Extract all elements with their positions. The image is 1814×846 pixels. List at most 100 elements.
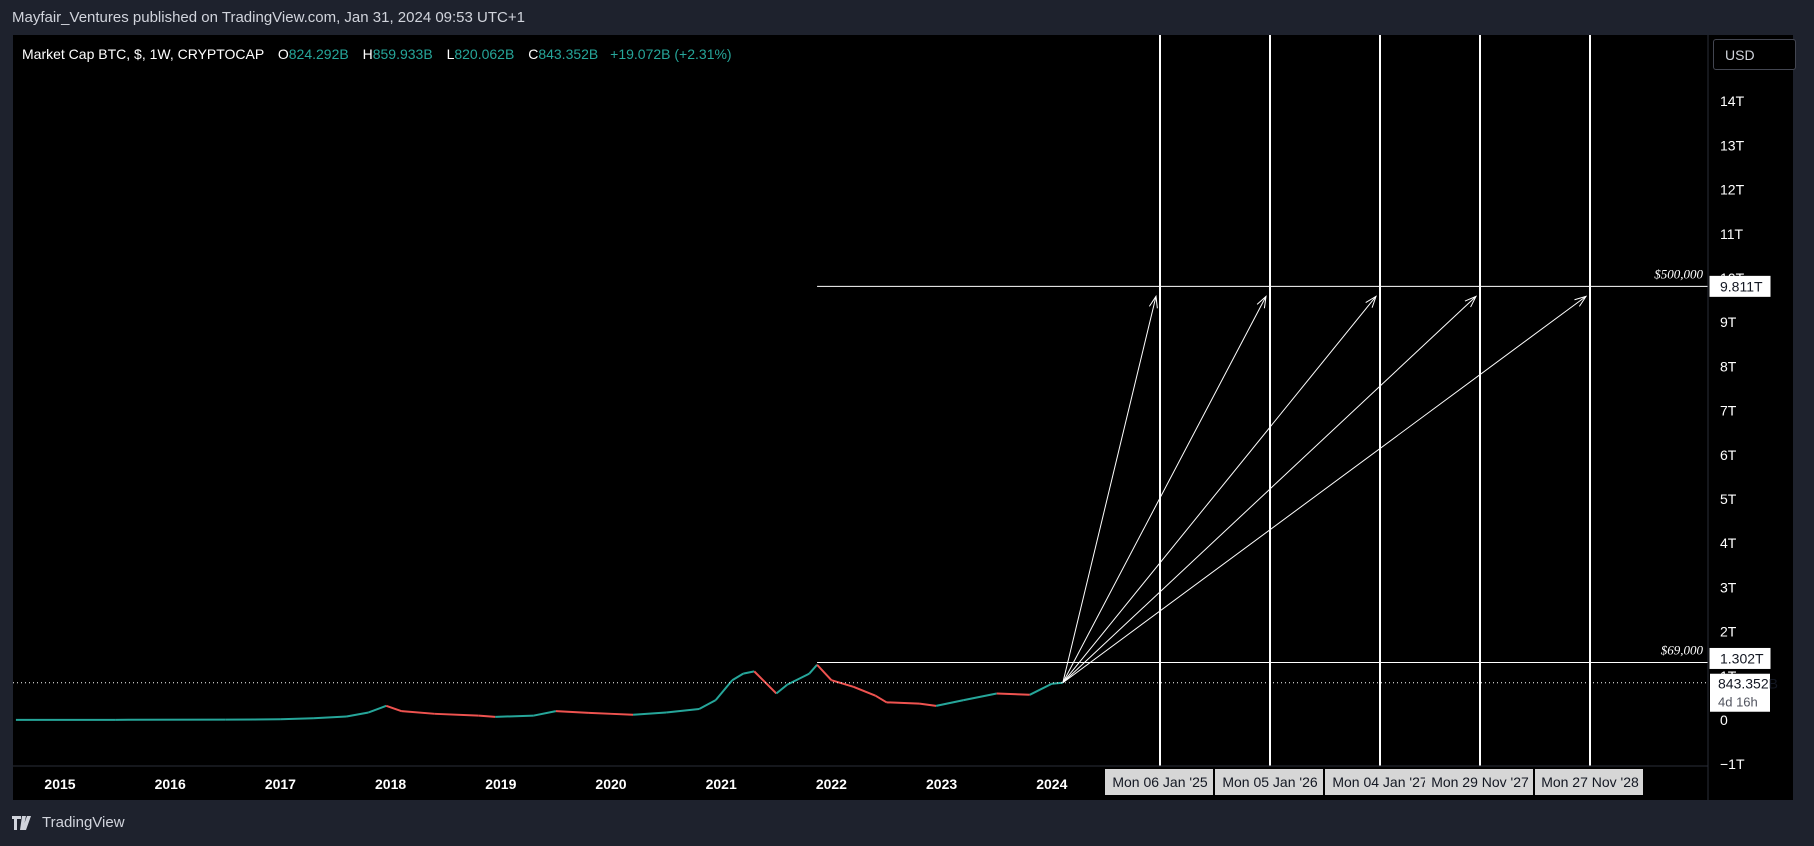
projection-arrowhead — [1365, 295, 1377, 308]
price-segment — [786, 672, 810, 686]
price-segment — [401, 710, 435, 715]
x-tick-label: 2019 — [485, 776, 516, 792]
legend-low: 820.062B — [454, 46, 515, 62]
currency-button[interactable]: USD — [1713, 39, 1796, 70]
price-segment — [886, 701, 920, 705]
legend-high-label: H — [362, 46, 373, 62]
tradingview-brand: TradingView — [42, 814, 125, 831]
chart-legend: Market Cap BTC, $, 1W, CRYPTOCAP O824.29… — [22, 46, 732, 62]
price-segment — [775, 683, 788, 695]
projection-date-label: Mon 05 Jan '26 — [1222, 774, 1318, 790]
axes: −1T01T2T3T4T5T6T7T8T9T10T11T12T13T14T201… — [13, 35, 1778, 800]
legend-open-label: O — [277, 46, 289, 62]
price-segment — [698, 699, 717, 710]
price-segment — [280, 717, 314, 721]
projection-arrow — [1062, 295, 1587, 684]
price-segment — [385, 704, 402, 713]
x-tick-label: 2016 — [155, 776, 186, 792]
ath-price-note: $69,000 — [1661, 642, 1704, 657]
y-tick-label: 6T — [1720, 447, 1737, 463]
legend-close-label: C — [528, 46, 539, 62]
legend-symbol: Market Cap BTC, $, 1W, CRYPTOCAP — [22, 46, 264, 62]
y-tick-label: 13T — [1720, 137, 1745, 153]
last-price-label: 843.352B — [1718, 676, 1778, 692]
price-segment — [588, 711, 612, 715]
price-segment — [533, 710, 557, 717]
y-tick-label: 0 — [1720, 712, 1728, 728]
y-tick-label: 2T — [1720, 624, 1737, 640]
price-segment — [831, 679, 854, 688]
price-segment — [1051, 681, 1063, 685]
price-segment — [816, 664, 833, 681]
price-segment — [808, 664, 818, 675]
legend-low-label: L — [446, 46, 455, 62]
x-tick-label: 2020 — [595, 776, 626, 792]
projection-arrowhead — [1256, 295, 1267, 309]
projection-arrowhead — [1574, 295, 1588, 307]
projection-date-box — [1105, 769, 1213, 795]
projection-date-label: Mon 04 Jan '27 — [1332, 774, 1428, 790]
projection-date-box — [1325, 769, 1433, 795]
price-segment — [935, 699, 964, 707]
y-tick-label: 8T — [1720, 358, 1737, 374]
x-tick-label: 2024 — [1036, 776, 1067, 792]
x-tick-label: 2017 — [265, 776, 296, 792]
legend-open: 824.292B — [288, 46, 349, 62]
projection-date-label: Mon 27 Nov '28 — [1541, 774, 1639, 790]
y-tick-label: 4T — [1720, 535, 1737, 551]
projection-arrowhead — [1464, 295, 1478, 308]
legend-high: 859.933B — [372, 46, 433, 62]
target-level-label-box — [1709, 275, 1771, 297]
price-segment — [368, 704, 387, 714]
price-segment — [434, 712, 479, 717]
publish-line: Mayfair_Ventures published on TradingVie… — [12, 9, 525, 26]
price-segment — [743, 670, 755, 675]
chart-frame[interactable] — [13, 35, 1793, 800]
tradingview-logo[interactable]: TradingView — [12, 814, 125, 831]
x-tick-label: 2023 — [926, 776, 957, 792]
y-tick-label: 11T — [1720, 226, 1744, 242]
projection-arrow — [1062, 296, 1267, 683]
y-tick-label: 3T — [1720, 579, 1737, 595]
projection-arrow — [1062, 296, 1377, 684]
y-tick-label: 14T — [1720, 93, 1745, 109]
ath-level-label: 1.302T — [1720, 650, 1764, 666]
tradingview-logo-icon — [12, 815, 31, 830]
y-tick-label: −1T — [1720, 756, 1745, 772]
countdown-label: 4d 16h — [1718, 695, 1758, 710]
price-segment — [478, 714, 496, 718]
projection-date-box — [1425, 769, 1533, 795]
y-tick-label: 12T — [1720, 182, 1745, 198]
price-segment — [919, 702, 937, 707]
price-segment — [1029, 682, 1053, 696]
y-tick-label: 7T — [1720, 403, 1737, 419]
price-segment — [632, 711, 667, 716]
x-tick-label: 2015 — [44, 776, 75, 792]
last-price-tag-box — [1710, 673, 1770, 712]
projection-date-label: Mon 29 Nov '27 — [1431, 774, 1529, 790]
ath-level-label-box — [1709, 647, 1771, 669]
x-tick-label: 2021 — [706, 776, 737, 792]
price-segment — [996, 692, 1030, 696]
price-segment — [346, 711, 369, 718]
plot-area: $69,000 $500,000 — [13, 35, 1708, 766]
target-price-note: $500,000 — [1654, 266, 1703, 281]
price-segment — [853, 685, 876, 697]
x-tick-label: 2018 — [375, 776, 406, 792]
price-segment — [610, 712, 634, 716]
projection-date-label: Mon 06 Jan '25 — [1112, 774, 1208, 790]
price-segment — [874, 694, 888, 704]
price-segment — [731, 672, 744, 682]
x-tick-label: 2022 — [816, 776, 847, 792]
legend-close: 843.352B — [538, 46, 599, 62]
y-tick-label: 5T — [1720, 491, 1737, 507]
y-tick-label: 9T — [1720, 314, 1737, 330]
projection-arrow — [1062, 296, 1157, 683]
projection-date-box — [1215, 769, 1323, 795]
price-segment — [665, 707, 700, 714]
price-segment — [495, 714, 534, 718]
price-segment — [714, 679, 733, 701]
projection-date-box — [1535, 769, 1643, 795]
projection-arrowhead — [1148, 294, 1158, 309]
